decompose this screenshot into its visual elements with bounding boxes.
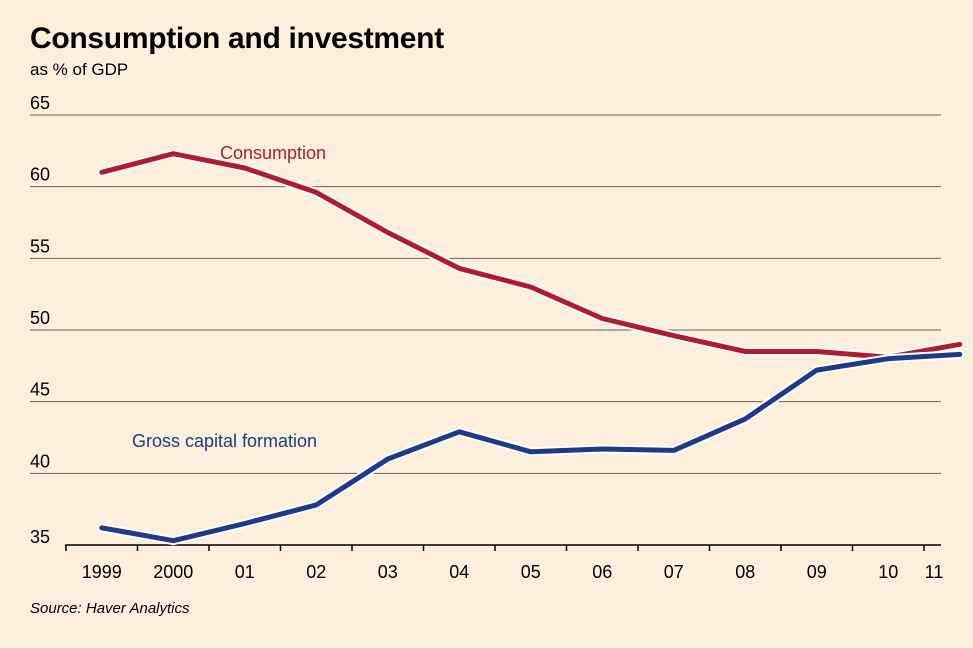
chart-title: Consumption and investment	[30, 22, 444, 55]
series-label-gross-capital-formation: Gross capital formation	[132, 431, 317, 451]
y-tick-label-40: 40	[30, 451, 50, 471]
y-tick-label-50: 50	[30, 308, 50, 328]
x-axis-labels: 1999 2000 01 02 03 04 05 06 07 08 09 10 11	[82, 562, 944, 582]
x-tick-label-11: 11	[925, 562, 944, 582]
chart-subtitle: as % of GDP	[30, 60, 129, 79]
x-tick-label-10: 10	[878, 562, 898, 582]
x-tick-label-04: 04	[449, 562, 469, 582]
x-tick-label-08: 08	[735, 562, 755, 582]
y-tick-label-65: 65	[30, 93, 50, 113]
x-tick-label-2000: 2000	[153, 562, 193, 582]
chart-source: Source: Haver Analytics	[30, 600, 190, 617]
y-tick-label-35: 35	[30, 527, 50, 547]
x-axis-ticks	[65, 545, 925, 551]
y-tick-label-55: 55	[30, 236, 50, 256]
x-tick-label-02: 02	[306, 562, 326, 582]
series-halo-consumption	[97, 149, 965, 362]
x-tick-label-01: 01	[235, 562, 255, 582]
x-tick-label-06: 06	[592, 562, 612, 582]
grid-lines	[30, 114, 941, 474]
x-tick-label-03: 03	[378, 562, 398, 582]
y-axis-labels: 35 40 45 50 55 60 65	[30, 93, 50, 547]
series-lines	[97, 149, 965, 546]
x-tick-label-07: 07	[664, 562, 684, 582]
x-tick-label-05: 05	[521, 562, 541, 582]
y-tick-label-60: 60	[30, 165, 50, 185]
series-line-consumption	[99, 151, 963, 360]
x-tick-label-1999: 1999	[82, 562, 122, 582]
series-label-consumption: Consumption	[220, 143, 326, 163]
y-tick-label-45: 45	[30, 380, 50, 400]
x-tick-label-09: 09	[807, 562, 827, 582]
